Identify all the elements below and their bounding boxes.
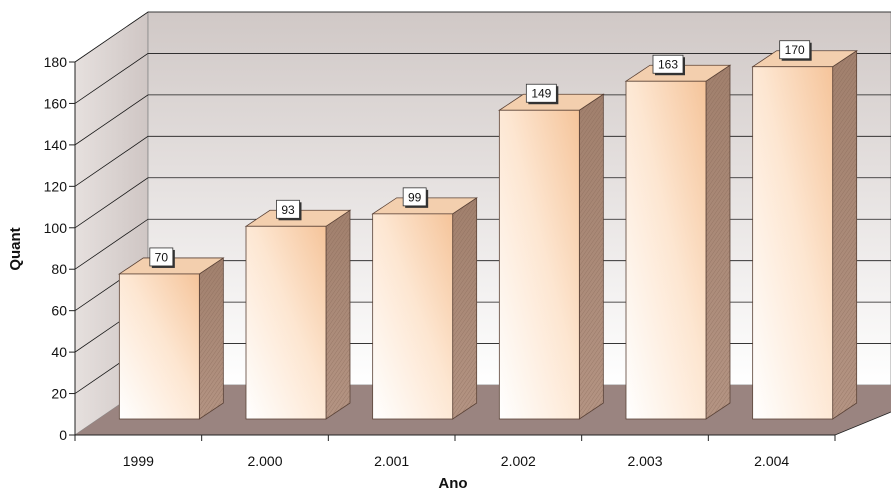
bar-1999 <box>118 257 225 420</box>
x-tick-label: 2.000 <box>247 453 282 469</box>
y-tick-label: 20 <box>51 386 67 402</box>
data-label-text: 170 <box>785 43 805 57</box>
bar-side-texture <box>579 94 604 419</box>
y-tick-label: 120 <box>44 178 68 194</box>
x-tick-label: 2.003 <box>627 453 662 469</box>
y-tick-labels: 0 20 40 60 80 100 120 140 160 180 <box>44 54 68 443</box>
bar-side-texture <box>832 50 857 419</box>
bar-front <box>372 213 454 420</box>
bar-2.004 <box>751 49 858 420</box>
data-label-2.004: 170 <box>779 40 812 61</box>
y-tick-label: 140 <box>44 137 68 153</box>
bar-front <box>245 225 327 420</box>
data-label-text: 149 <box>531 87 551 101</box>
data-label-box <box>525 83 557 103</box>
y-tick-label: 40 <box>51 344 67 360</box>
floor-edge <box>834 411 891 436</box>
data-label-box <box>779 40 811 60</box>
bar-side-texture <box>326 210 350 419</box>
data-label-text: 70 <box>155 250 169 264</box>
x-tick-label: 2.004 <box>754 453 789 469</box>
y-tick-label: 80 <box>51 261 67 277</box>
y-tick-label: 180 <box>44 54 68 70</box>
data-label-box <box>652 54 684 74</box>
bar-2.003 <box>624 64 732 420</box>
y-tick-label: 160 <box>44 95 68 111</box>
bar-2.000 <box>244 209 352 420</box>
data-label-2.000: 93 <box>276 199 302 221</box>
data-label-1999: 70 <box>149 247 175 268</box>
gridline <box>74 53 891 104</box>
data-labels: 70 93 99 149 163 170 <box>149 40 812 268</box>
bar-2.002 <box>498 93 605 420</box>
data-label-2.002: 149 <box>525 83 559 105</box>
bar-front <box>625 80 707 420</box>
data-label-box <box>276 199 300 219</box>
bar-side-texture <box>706 65 730 419</box>
data-label-2.003: 163 <box>652 54 685 76</box>
bar-side-texture <box>199 257 224 419</box>
bar-front <box>498 109 580 420</box>
data-label-box <box>402 187 427 207</box>
y-tick-label: 60 <box>51 303 67 319</box>
data-label-box <box>149 247 174 267</box>
x-tick-label: 1999 <box>123 453 154 469</box>
bar-front <box>752 66 834 420</box>
data-label-text: 163 <box>658 58 678 72</box>
bar-side-texture <box>452 197 477 419</box>
x-tick-labels: 1999 2.000 2.001 2.002 2.003 2.004 <box>123 453 790 469</box>
x-tick-label: 2.001 <box>374 453 409 469</box>
data-label-2.001: 99 <box>402 187 429 208</box>
y-axis-title: Quant <box>7 227 24 270</box>
data-label-text: 99 <box>408 190 422 204</box>
bars <box>118 49 858 420</box>
axes <box>69 61 891 441</box>
data-label-text: 93 <box>281 203 295 217</box>
x-axis-title: Ano <box>438 475 467 492</box>
gridline <box>74 11 891 63</box>
x-tick-label: 2.002 <box>501 453 536 469</box>
bar-2.001 <box>371 197 478 420</box>
y-tick-label: 0 <box>59 427 67 443</box>
y-tick-label: 100 <box>44 220 68 236</box>
bar-front <box>118 273 200 420</box>
